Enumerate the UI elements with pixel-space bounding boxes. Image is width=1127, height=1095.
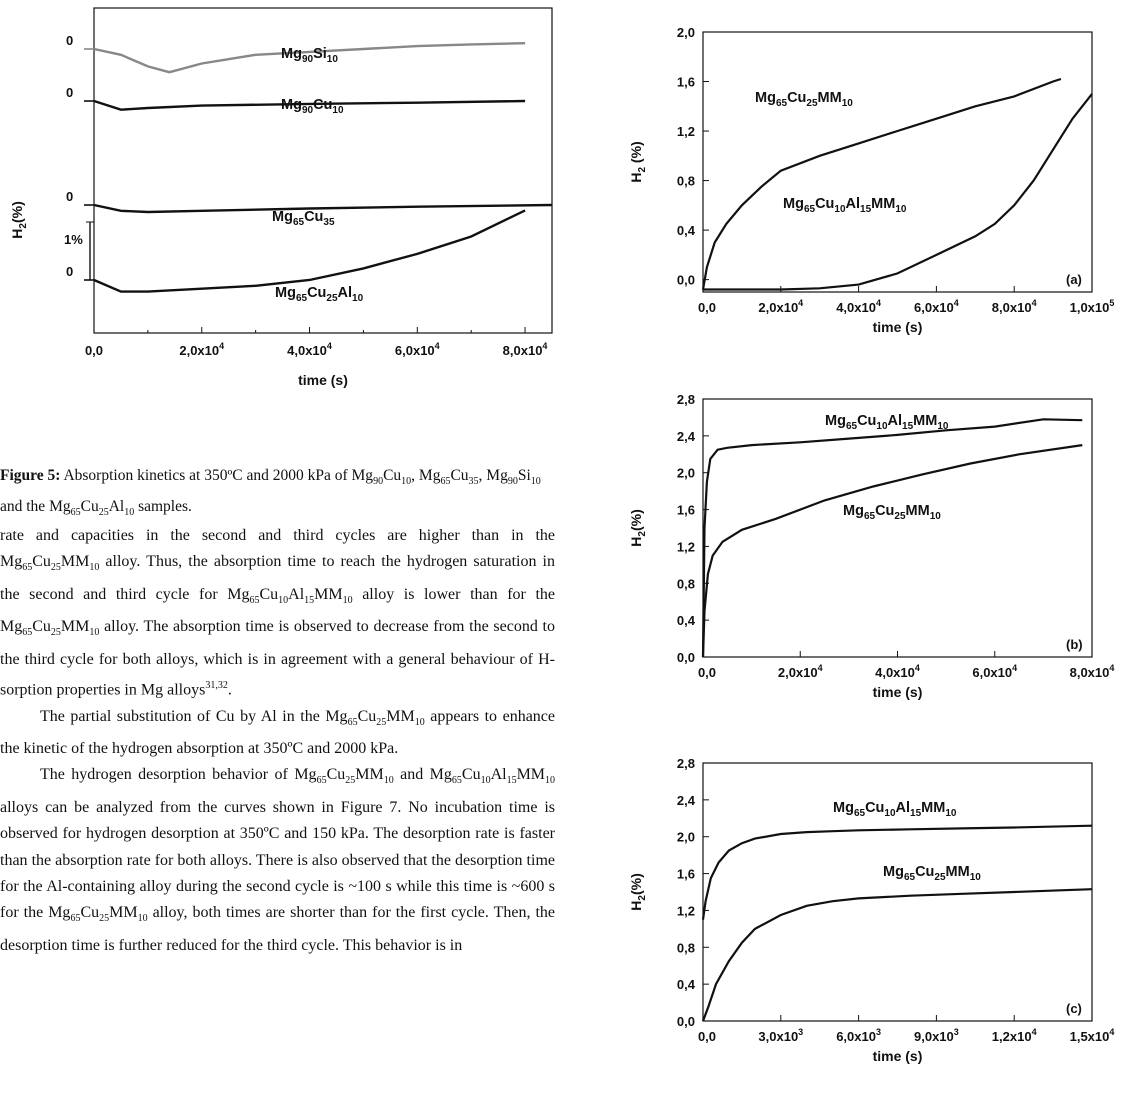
x-tick-label: 0,0 [698,300,716,315]
baseline-zero-label: 0 [66,189,73,204]
x-tick-label: 8,0x104 [1070,663,1115,680]
x-tick-label: 6,0x103 [836,1027,881,1044]
series-line-Mg65Cu25Al10 [93,209,526,293]
y-tick-label: 2,8 [677,756,695,771]
series-line-Mg65Cu25MM10 [701,888,1093,1022]
series-line-Mg65Cu10Al15MM10 [703,93,1093,291]
x-tick-label: 8,0x104 [503,341,548,358]
series-label-Mg65Cu25MM10: Mg65Cu25MM10 [755,90,853,109]
x-tick-label: 4,0x104 [836,298,881,315]
x-axis-label: time (s) [873,1048,923,1064]
y-axis-label: H2(%) [9,201,29,238]
scale-bar-label: 1% [64,232,83,247]
x-tick-label: 2,0x104 [179,341,224,358]
curve-label-Mg90Cu10: Mg90Cu10 [281,97,344,116]
x-tick-label: 1,5x104 [1070,1027,1115,1044]
y-tick-label: 0,4 [677,613,696,628]
x-tick-label: 8,0x104 [992,298,1037,315]
y-tick-label: 0,8 [677,576,695,591]
figure5-labels: 0,0 2,0x104 4,0x104 6,0x104 8,0x104 time (s) H… [9,33,547,388]
series-line-Mg65Cu10Al15MM10 [701,418,1083,658]
x-axis-label: time (s) [298,372,348,388]
paragraph-1: rate and capacities in the second and th… [0,527,556,699]
curve-label-Mg90Si10: Mg90Si10 [281,46,338,65]
y-tick-label: 0,4 [677,977,696,992]
series-line-Mg65Cu35 [93,203,553,214]
y-tick-label: 1,2 [677,903,695,918]
x-tick-label: 4,0x104 [875,663,920,680]
x-tick-label: 0,0 [698,665,716,680]
baseline-zero-label: 0 [66,33,73,48]
y-axis-label: H2 (%) [628,141,648,182]
plot-frame [93,7,553,334]
y-tick-label: 1,6 [677,75,695,90]
panel-letter: (c) [1066,1001,1082,1016]
y-tick-label: 2,8 [677,392,695,407]
x-tick-label: 2,0x104 [778,663,823,680]
y-tick-label: 1,2 [677,539,695,554]
series-line-Mg65Cu10Al15MM10 [701,824,1093,920]
curve-label-Mg65Cu25Al10: Mg65Cu25Al10 [275,285,364,304]
figure5-chart: 0,0 2,0x104 4,0x104 6,0x104 8,0x104 time (s) H… [9,7,553,388]
y-tick-label: 0,4 [677,223,696,238]
y-tick-label: 2,4 [677,429,696,444]
panel-letter: (a) [1066,272,1082,287]
x-tick-label: 0,0 [85,343,103,358]
series-line-Mg90Si10 [93,42,526,74]
series-label-Mg65Cu10Al15MM10: Mg65Cu10Al15MM10 [783,196,907,215]
figure5-curves [84,42,553,293]
baseline-zero-label: 0 [66,264,73,279]
series-label-Mg65Cu10Al15MM10: Mg65Cu10Al15MM10 [833,800,957,819]
series-label-Mg65Cu25MM10: Mg65Cu25MM10 [883,864,981,883]
y-tick-label: 2,0 [677,830,695,845]
y-tick-label: 2,0 [677,466,695,481]
panel-b-chart: 0,0 0,4 0,8 1,2 1,6 2,0 2,4 2,8 0,0 2,0x104 4,0x10… [628,392,1115,700]
panel-letter: (b) [1066,637,1083,652]
panel-c-chart: 0,0 0,4 0,8 1,2 1,6 2,0 2,4 2,8 0,0 3,0x103 6,0x10… [628,756,1115,1064]
y-axis-label: H2(%) [628,509,648,546]
x-tick-label: 6,0x104 [914,298,959,315]
caption-label: Figure 5: [0,467,61,484]
y-tick-label: 0,0 [677,1014,695,1029]
y-tick-label: 0,0 [677,273,695,288]
y-tick-label: 1,6 [677,503,695,518]
paragraph-2: The partial substitution of Cu by Al in … [0,707,555,758]
y-tick-label: 2,0 [677,25,695,40]
x-tick-label: 6,0x104 [972,663,1017,680]
plot-frame [702,762,1093,1022]
baseline-zero-label: 0 [66,85,73,100]
x-tick-label: 4,0x104 [287,341,332,358]
x-tick-label: 0,0 [698,1029,716,1044]
series-label-Mg65Cu25MM10: Mg65Cu25MM10 [843,503,941,522]
x-tick-label: 2,0x104 [758,298,803,315]
figure5-caption: Figure 5: Absorption kinetics at 350ºC a… [0,467,541,519]
y-tick-label: 0,8 [677,174,695,189]
y-tick-label: 1,2 [677,124,695,139]
paragraph-3: The hydrogen desorption behavior of Mg65… [0,766,556,954]
series-line-Mg90Cu10 [93,99,526,111]
x-tick-label: 1,0x105 [1070,298,1115,315]
y-tick-label: 0,8 [677,940,695,955]
series-label-Mg65Cu10Al15MM10: Mg65Cu10Al15MM10 [825,413,949,432]
y-tick-label: 1,6 [677,867,695,882]
x-tick-label: 6,0x104 [395,341,440,358]
plot-frame [702,398,1093,658]
y-axis-label: H2(%) [628,873,648,910]
series-line-Mg65Cu25MM10 [701,444,1083,658]
plot-frame [702,31,1093,293]
y-tick-label: 2,4 [677,793,696,808]
x-tick-label: 9,0x103 [914,1027,959,1044]
x-tick-label: 3,0x103 [758,1027,803,1044]
panel-a-chart: 0,0 0,4 0,8 1,2 1,6 2,0 0,0 2,0x104 4,0x104 6,0x1… [628,25,1115,335]
x-axis-label: time (s) [873,684,923,700]
y-tick-label: 0,0 [677,650,695,665]
body-text: rate and capacities in the second and th… [0,523,555,959]
x-axis-label: time (s) [873,319,923,335]
curve-label-Mg65Cu35: Mg65Cu35 [272,209,335,228]
series-line-Mg65Cu25MM10 [701,77,1062,290]
x-tick-label: 1,2x104 [992,1027,1037,1044]
